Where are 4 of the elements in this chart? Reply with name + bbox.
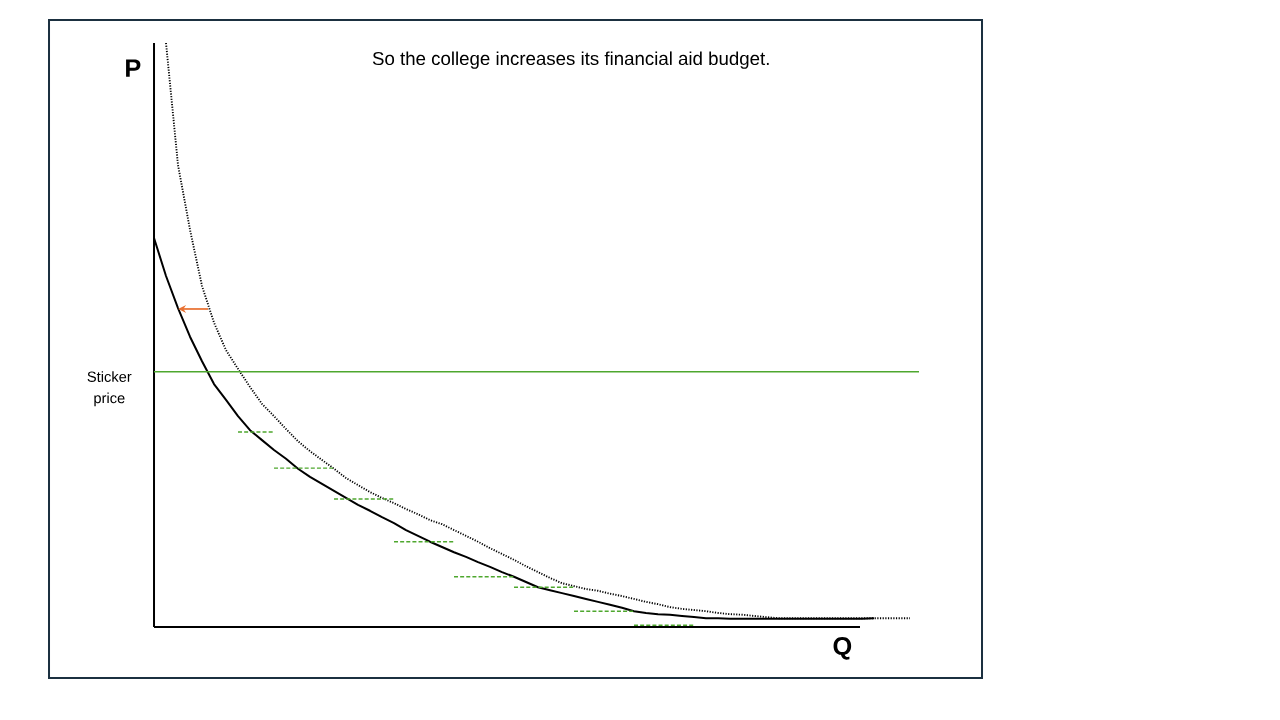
- x-axis-title: Q: [833, 637, 852, 660]
- ref-line-label: Sticker price: [87, 371, 132, 407]
- chart-title: So the college increases its financial aid budget.: [372, 51, 769, 69]
- y-axis-title: P: [126, 59, 141, 77]
